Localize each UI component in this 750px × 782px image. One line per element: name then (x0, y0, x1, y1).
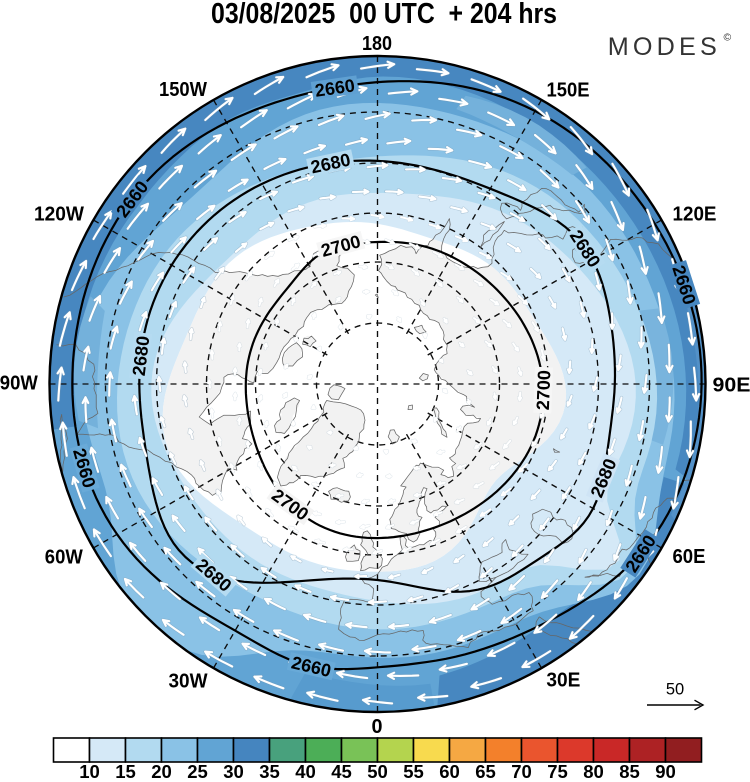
svg-text:75: 75 (547, 761, 568, 782)
svg-text:45: 45 (331, 761, 352, 782)
svg-text:90E: 90E (713, 374, 750, 397)
svg-text:65: 65 (475, 761, 496, 782)
svg-text:50: 50 (666, 681, 684, 699)
svg-text:25: 25 (187, 761, 208, 782)
svg-text:2700: 2700 (533, 370, 554, 411)
svg-text:70: 70 (511, 761, 532, 782)
svg-text:50: 50 (367, 761, 388, 782)
svg-text:120E: 120E (673, 203, 717, 226)
svg-text:60E: 60E (673, 545, 706, 568)
svg-text:40: 40 (295, 761, 316, 782)
svg-text:60W: 60W (45, 546, 84, 569)
svg-text:©: © (724, 32, 732, 44)
svg-text:35: 35 (259, 761, 280, 782)
svg-text:15: 15 (115, 761, 136, 782)
svg-text:03/08/2025 00 UTC + 204 hrs: 03/08/2025 00 UTC + 204 hrs (211, 0, 557, 30)
svg-text:55: 55 (403, 761, 424, 782)
svg-text:30: 30 (223, 761, 244, 782)
svg-text:90W: 90W (0, 372, 38, 395)
svg-text:120W: 120W (34, 203, 85, 226)
svg-text:30E: 30E (546, 669, 580, 692)
svg-text:150W: 150W (159, 78, 208, 101)
svg-text:180: 180 (362, 32, 392, 55)
svg-text:150E: 150E (547, 79, 590, 102)
svg-text:60: 60 (439, 761, 460, 782)
svg-text:30W: 30W (169, 670, 209, 693)
svg-text:20: 20 (151, 761, 172, 782)
svg-text:2680: 2680 (129, 335, 154, 377)
svg-text:MODES: MODES (608, 33, 721, 61)
svg-text:80: 80 (583, 761, 604, 782)
svg-text:10: 10 (79, 761, 100, 782)
svg-text:85: 85 (619, 761, 640, 782)
svg-text:0: 0 (372, 715, 383, 738)
svg-text:90: 90 (655, 761, 676, 782)
